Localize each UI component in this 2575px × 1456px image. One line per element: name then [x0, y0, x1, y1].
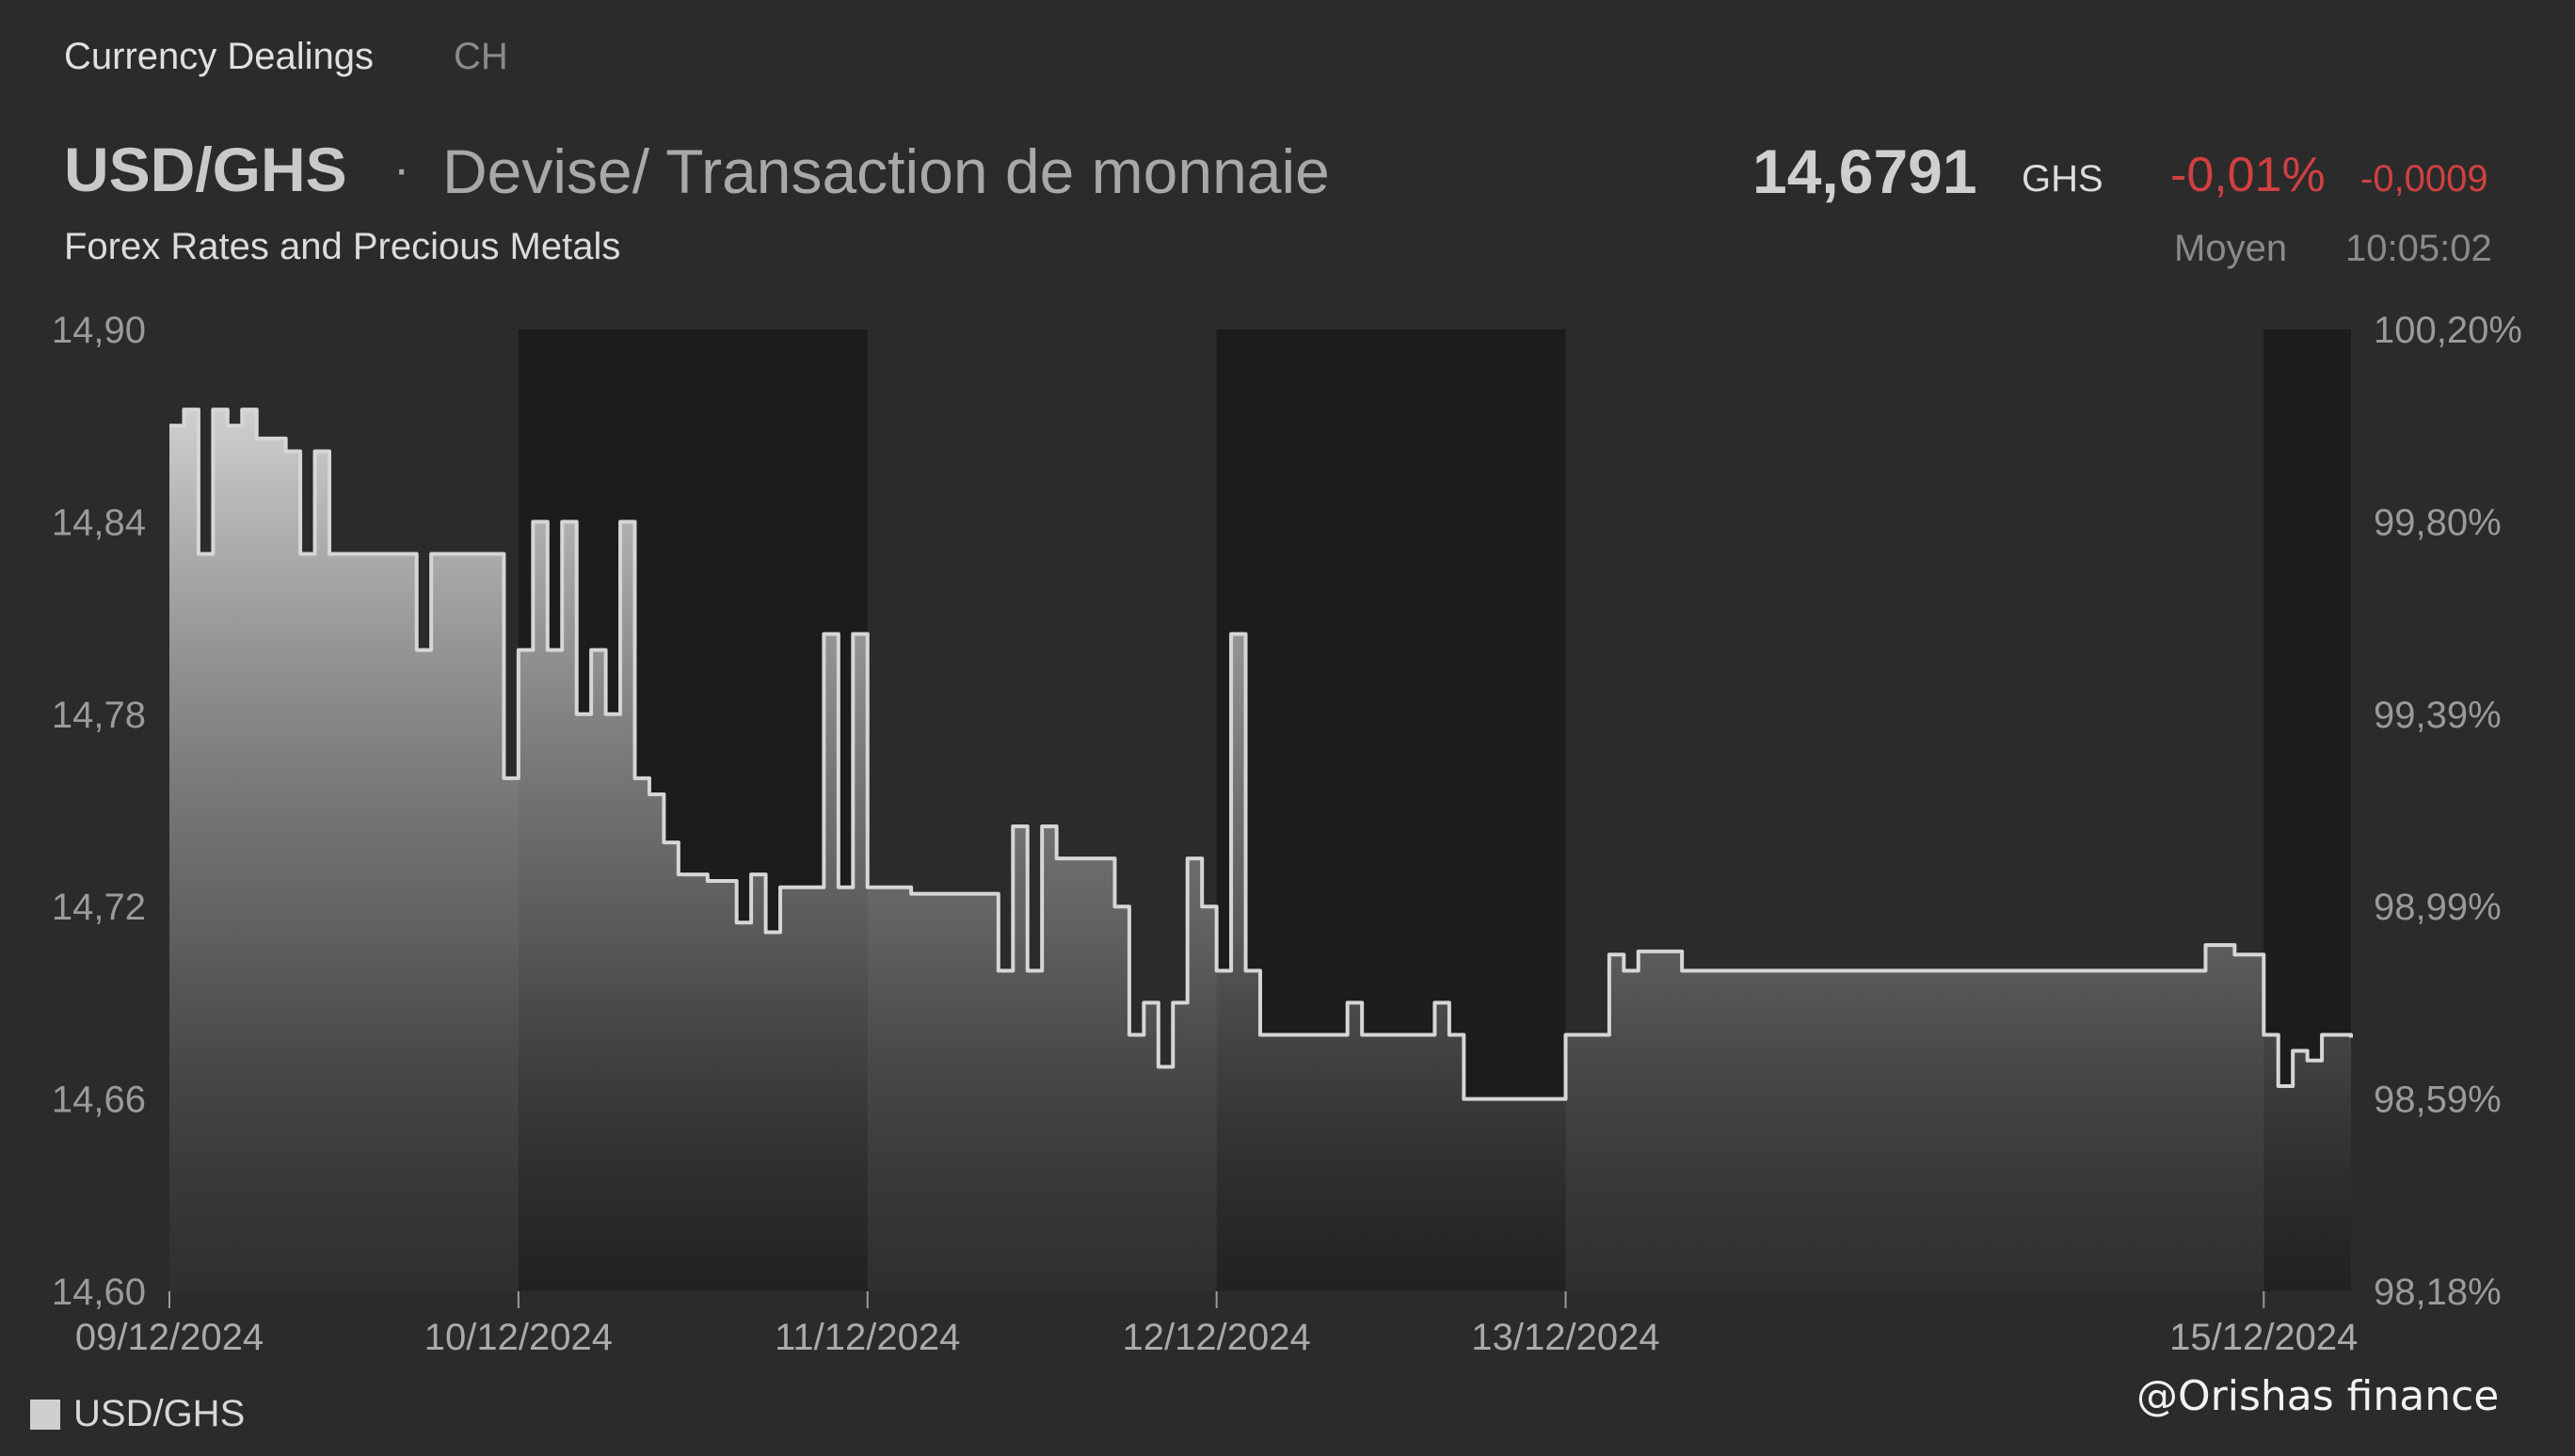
x-tick-label: 13/12/2024	[1471, 1317, 1659, 1358]
title-separator: ·	[393, 142, 410, 197]
x-tick-label: 10/12/2024	[424, 1317, 613, 1358]
instrument-name: Devise/ Transaction de monnaie	[442, 136, 1330, 206]
instrument-subtitle: Forex Rates and Precious Metals	[64, 226, 621, 267]
chart-legend[interactable]: USD/GHS	[30, 1393, 245, 1435]
instrument-symbol: USD/GHS	[64, 135, 347, 204]
y-tick-label: 14,72	[52, 887, 146, 928]
y2-tick-label: 99,80%	[2374, 502, 2502, 543]
y-tick-label: 14,84	[52, 502, 146, 543]
y-tick-label: 14,60	[52, 1272, 146, 1313]
price-time: 10:05:02	[2345, 228, 2492, 269]
watermark: @Orishas finance	[2136, 1372, 2500, 1420]
change-absolute: -0,0009	[2360, 158, 2488, 200]
y-tick-label: 14,66	[52, 1080, 146, 1121]
price-type: Moyen	[2174, 228, 2288, 269]
series-line	[169, 408, 2353, 1101]
y2-tick-label: 98,59%	[2374, 1080, 2502, 1121]
tab-bar: Currency Dealings CH	[64, 36, 508, 78]
y2-tick-label: 99,39%	[2374, 695, 2502, 736]
legend-swatch	[30, 1399, 60, 1430]
x-tick-label: 11/12/2024	[775, 1317, 960, 1358]
y-tick-label: 14,78	[52, 695, 146, 736]
change-percent: -0,01%	[2170, 148, 2326, 202]
series-area	[169, 409, 2351, 1292]
y2-tick-label: 100,20%	[2374, 310, 2522, 351]
x-tick-label: 12/12/2024	[1123, 1317, 1311, 1358]
y-tick-label: 14,90	[52, 310, 146, 351]
price-currency: GHS	[2022, 158, 2103, 200]
y2-tick-label: 98,99%	[2374, 887, 2502, 928]
last-price: 14,6791	[1752, 136, 1977, 206]
tab-currency-dealings[interactable]: Currency Dealings	[64, 36, 375, 77]
legend-label: USD/GHS	[73, 1393, 246, 1434]
x-tick-label: 09/12/2024	[75, 1317, 264, 1358]
y2-tick-label: 98,18%	[2374, 1272, 2502, 1313]
tab-ch[interactable]: CH	[454, 36, 508, 77]
x-tick-label: 15/12/2024	[2169, 1317, 2358, 1358]
